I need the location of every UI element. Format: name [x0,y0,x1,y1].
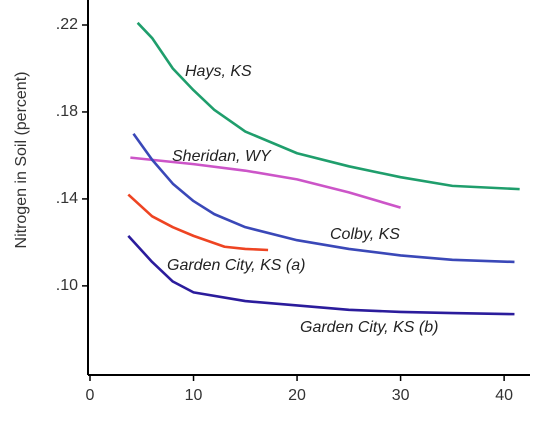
series-line [130,156,401,209]
y-tick-label: .10 [56,277,78,294]
y-tick-label: .18 [56,103,78,120]
x-tick-label: 30 [392,387,410,404]
series-line [127,234,515,316]
y-tick-label: .14 [56,190,78,207]
x-tick-label: 0 [86,387,95,404]
series-label: Colby, KS [330,226,400,243]
series-line [136,21,520,191]
series-label: Hays, KS [185,63,252,80]
series-line [132,132,515,264]
y-axis-label: Nitrogen in Soil (percent) [13,72,30,249]
series-label: Garden City, KS (b) [300,319,438,336]
x-tick-label: 10 [185,387,203,404]
series-label: Sheridan, WY [172,148,272,165]
x-tick-label: 40 [495,387,513,404]
series-label: Garden City, KS (a) [167,257,305,274]
x-tick-label: 20 [288,387,306,404]
series-line [127,193,269,252]
y-tick-label: .22 [56,16,78,33]
